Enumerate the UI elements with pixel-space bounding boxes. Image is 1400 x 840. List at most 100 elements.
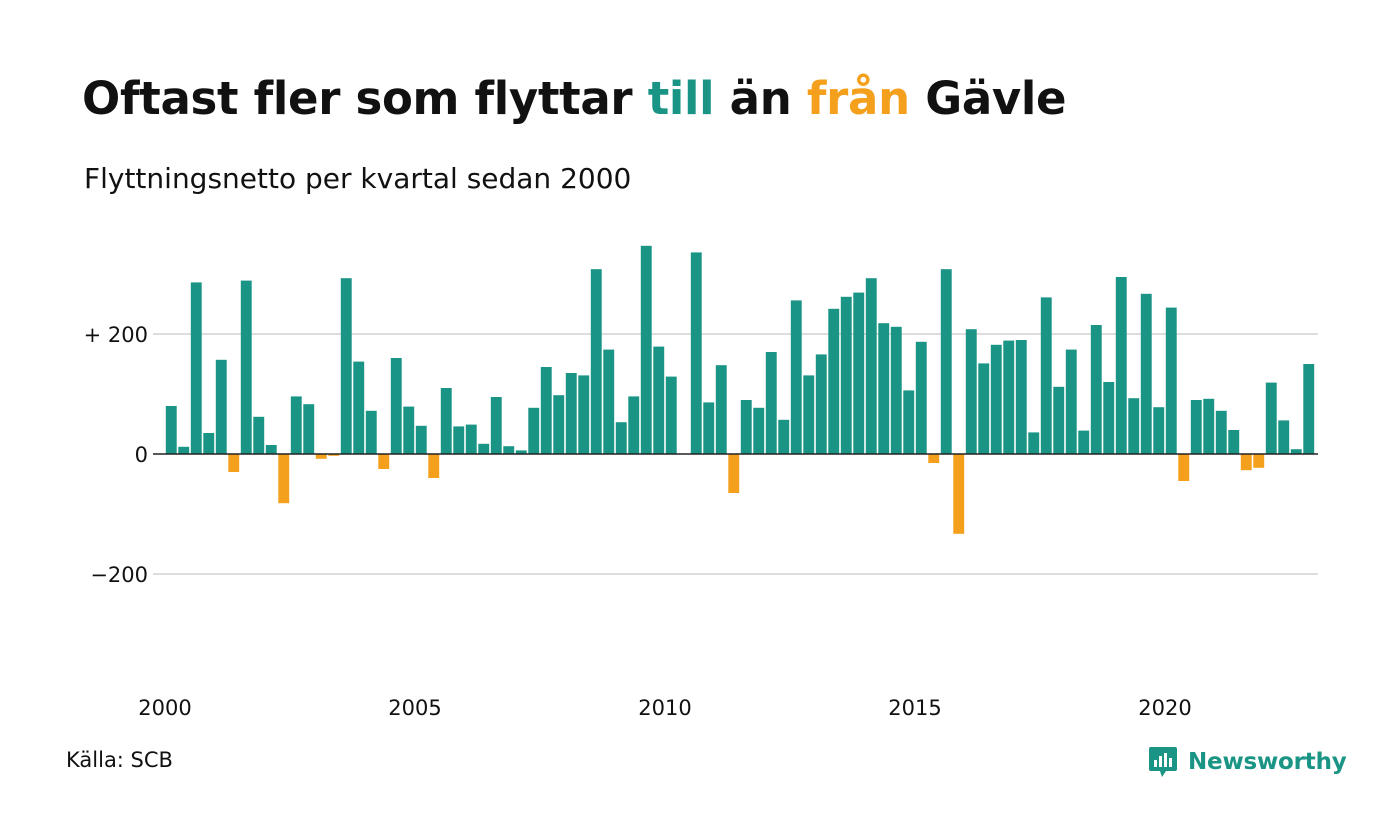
bar	[1303, 364, 1315, 454]
bar	[390, 358, 402, 454]
bar	[378, 454, 390, 469]
bar	[915, 341, 927, 454]
bar	[1215, 410, 1227, 454]
bar	[490, 397, 502, 454]
bar	[515, 450, 527, 454]
bar	[1253, 454, 1265, 468]
title-part-1: Oftast fler som flyttar	[82, 72, 648, 125]
bar	[728, 454, 740, 493]
x-tick-label: 2000	[138, 696, 191, 720]
bar	[690, 252, 702, 454]
bar	[278, 454, 290, 504]
title-part-till: till	[647, 72, 715, 125]
bar	[703, 402, 715, 454]
y-tick-label: + 200	[84, 323, 148, 347]
bar	[965, 329, 977, 454]
bar	[1090, 325, 1102, 454]
bar	[1278, 420, 1290, 454]
bar	[240, 280, 252, 454]
bar	[953, 454, 965, 534]
bar	[665, 376, 677, 454]
bar	[853, 292, 865, 454]
bar	[178, 446, 190, 454]
bar	[878, 323, 890, 454]
bar	[1140, 293, 1152, 454]
bar	[1265, 382, 1277, 454]
bar	[565, 373, 577, 454]
x-tick-label: 2010	[638, 696, 691, 720]
bar	[1103, 382, 1115, 454]
bar	[803, 375, 815, 454]
brand-name: Newsworthy	[1188, 749, 1347, 775]
bar	[715, 365, 727, 454]
bar	[753, 407, 765, 454]
bar	[503, 446, 515, 454]
y-tick-label: −200	[90, 563, 148, 587]
bar	[465, 424, 477, 454]
bar	[528, 407, 540, 454]
bar	[340, 278, 352, 454]
bar	[1015, 340, 1027, 454]
chart-subtitle: Flyttningsnetto per kvartal sedan 2000	[84, 162, 632, 195]
bar	[553, 395, 565, 454]
bar	[1190, 400, 1202, 454]
bar	[1240, 454, 1252, 471]
bar	[1128, 398, 1140, 454]
title-part-3: än	[714, 72, 807, 125]
bar	[990, 344, 1002, 454]
bar	[578, 375, 590, 454]
y-tick-label: 0	[135, 443, 148, 467]
bar	[940, 269, 952, 454]
bar	[1115, 277, 1127, 454]
bar	[890, 326, 902, 454]
bar	[1290, 449, 1302, 454]
bar	[840, 296, 852, 454]
bar	[315, 454, 327, 459]
chart-title: Oftast fler som flyttar till än från Gäv…	[82, 72, 1067, 125]
bar	[615, 422, 627, 454]
title-part-5: Gävle	[909, 72, 1067, 125]
bar	[640, 245, 652, 454]
bar	[540, 367, 552, 454]
x-tick-label: 2005	[388, 696, 441, 720]
bar	[1153, 407, 1165, 454]
bar	[328, 454, 340, 456]
bar	[303, 404, 315, 454]
bar	[815, 354, 827, 454]
bar	[290, 396, 302, 454]
bar-chart: + 200 0 −200 2000 2005 2010 2015 2020	[84, 245, 1318, 720]
bar	[740, 400, 752, 454]
bar	[165, 406, 177, 454]
bar	[215, 359, 227, 454]
bar	[590, 269, 602, 454]
bar	[265, 445, 277, 454]
bar	[1040, 297, 1052, 454]
bar	[1178, 454, 1190, 481]
bar	[453, 426, 465, 454]
bar	[1028, 432, 1040, 454]
bar	[903, 390, 915, 454]
title-part-fran: från	[806, 72, 910, 125]
bar	[790, 300, 802, 454]
bar	[928, 454, 940, 463]
bar	[865, 278, 877, 454]
bar	[440, 388, 452, 454]
bar	[778, 419, 790, 454]
bar	[1078, 430, 1090, 454]
bar	[253, 416, 265, 454]
bar	[1203, 398, 1215, 454]
bar	[428, 454, 440, 478]
bar	[190, 282, 202, 454]
bar	[228, 454, 240, 472]
bar	[403, 406, 415, 454]
x-tick-label: 2020	[1138, 696, 1191, 720]
bar	[1165, 307, 1177, 454]
bar	[478, 443, 490, 454]
bar	[1003, 340, 1015, 454]
x-tick-label: 2015	[888, 696, 941, 720]
bar	[628, 396, 640, 454]
newsworthy-logo: Newsworthy	[1148, 744, 1347, 780]
bar	[1065, 349, 1077, 454]
bar	[365, 410, 377, 454]
bar	[1053, 386, 1065, 454]
